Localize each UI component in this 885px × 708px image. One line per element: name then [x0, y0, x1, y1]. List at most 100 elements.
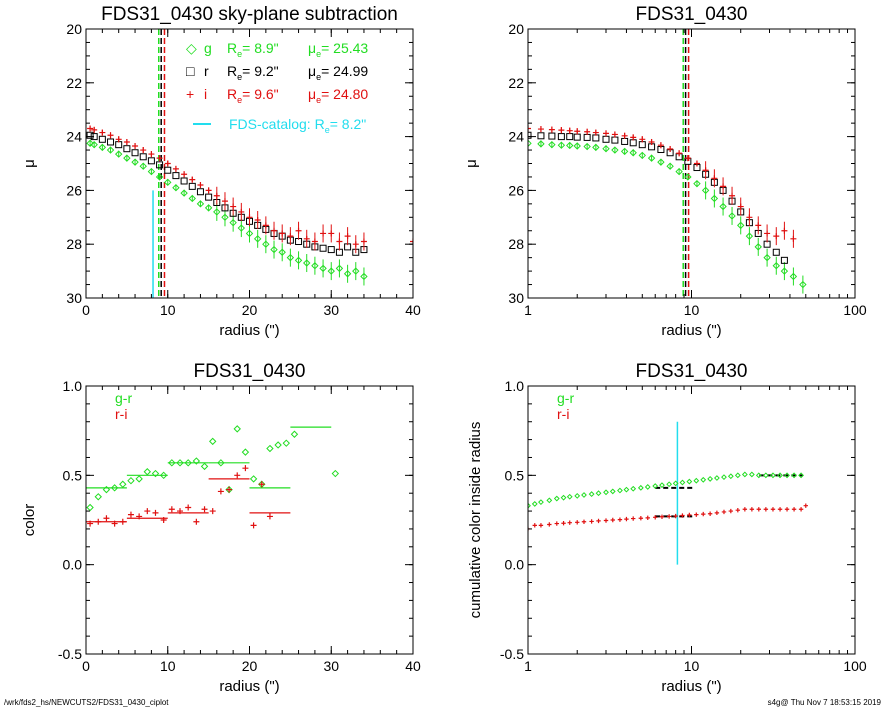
data-point: [90, 140, 98, 149]
data-point: [596, 518, 601, 524]
data-point: [311, 238, 318, 245]
data-point: [746, 214, 753, 221]
data-point: [781, 227, 788, 234]
x-tick-label: 30: [323, 658, 339, 674]
data-point: [188, 194, 196, 203]
data-point: [245, 229, 254, 238]
data-point: [119, 480, 127, 488]
data-point: [673, 513, 678, 519]
data-point: [644, 484, 651, 490]
data-point: [86, 503, 94, 512]
data-point: [777, 472, 783, 479]
x-tick-label: 10: [684, 302, 700, 318]
data-point: [589, 519, 594, 524]
legend-mue: μe= 24.80: [308, 86, 368, 105]
data-point: [86, 139, 94, 148]
data-point: [201, 506, 208, 513]
data-point: [303, 235, 310, 242]
data-point: [595, 490, 602, 497]
legend-entry: r-i: [557, 406, 569, 422]
data-point: [336, 238, 343, 245]
legend-band: i: [204, 86, 207, 102]
data-point: [610, 517, 615, 523]
series-i: [528, 125, 797, 248]
data-point: [629, 149, 637, 157]
x-tick-label: 20: [242, 302, 258, 318]
data-point: [107, 138, 115, 146]
data-point: [115, 141, 123, 149]
data-point: [686, 478, 693, 485]
series-r: [86, 131, 368, 256]
data-point: [217, 488, 224, 495]
data-point: [164, 178, 172, 187]
data-point: [266, 444, 274, 453]
legend-mue: μe= 24.99: [308, 63, 368, 82]
data-point: [279, 230, 286, 237]
data-point: [592, 143, 600, 152]
x-axis-label: radius ("): [219, 322, 279, 339]
data-point: [159, 471, 168, 480]
data-point: [290, 430, 299, 438]
data-point: [538, 499, 544, 506]
data-point: [621, 137, 629, 145]
data-point: [115, 136, 122, 143]
series-r-i: [528, 503, 808, 532]
data-point: [566, 133, 574, 141]
data-point: [659, 514, 665, 519]
y-tick-label: 20: [508, 21, 524, 37]
data-point: [727, 473, 734, 480]
data-point: [652, 483, 659, 489]
data-point: [233, 425, 241, 433]
data-point: [780, 267, 789, 275]
axis-ticks: 1 10 100 -0.5 0.0 0.5 1.0: [500, 378, 867, 674]
data-point: [537, 140, 545, 148]
data-point: [282, 439, 290, 447]
y-tick-label: 0.5: [505, 467, 525, 483]
data-point: [238, 208, 245, 215]
data-point: [303, 259, 311, 267]
y-tick-label: 22: [508, 75, 524, 91]
data-point: [131, 149, 139, 157]
data-point: [574, 128, 581, 135]
data-point: [631, 516, 636, 521]
axis-ticks: 0 10 20 30 40 20 22 24 26 28 30: [66, 21, 421, 318]
data-point: [213, 192, 220, 199]
data-point: [217, 459, 225, 467]
x-tick-label: 100: [843, 658, 867, 674]
data-point: [764, 230, 771, 237]
data-point: [684, 155, 691, 162]
data-point: [548, 126, 555, 133]
data-point: [701, 511, 706, 517]
data-point: [528, 139, 532, 148]
data-point: [106, 146, 115, 154]
data-point: [538, 523, 544, 528]
data-point: [250, 522, 257, 529]
y-axis-label: cumulative color inside radius: [467, 422, 484, 619]
data-point: [602, 144, 610, 153]
x-tick-label: 100: [843, 302, 867, 318]
data-point: [164, 166, 172, 174]
plot-area: [86, 29, 413, 298]
data-point: [749, 507, 755, 512]
data-point: [172, 184, 180, 192]
data-point: [148, 151, 155, 158]
data-point: [266, 513, 273, 520]
data-point: [680, 513, 685, 518]
y-tick-label: 26: [66, 182, 82, 198]
data-point: [127, 511, 134, 518]
data-point: [630, 134, 637, 141]
data-point: [537, 126, 544, 133]
axis-ticks: 1 10 100 20 22 24 26 28 30: [508, 21, 866, 318]
data-point: [667, 145, 674, 152]
data-point: [319, 244, 327, 252]
data-point: [603, 518, 609, 523]
data-point: [624, 516, 629, 522]
plot-area: [86, 425, 340, 529]
legend-re: Re= 8.9": [227, 40, 279, 59]
data-point: [172, 172, 180, 180]
data-point: [156, 161, 164, 169]
series-g: [86, 139, 368, 286]
data-point: [181, 171, 188, 178]
data-point: [557, 133, 565, 141]
